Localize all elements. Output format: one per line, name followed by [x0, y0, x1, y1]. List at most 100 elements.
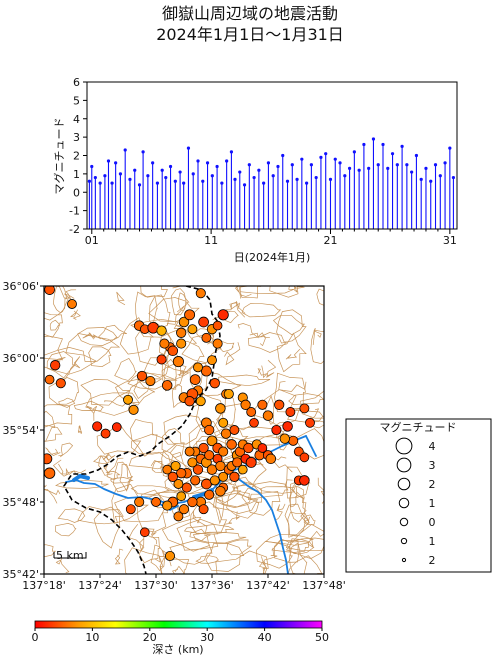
magnitude-point: [191, 172, 195, 176]
contour-line: [258, 547, 278, 569]
contour-line: [124, 547, 164, 574]
map-x-tick-label: 137°24': [78, 579, 122, 592]
epicenter: [217, 309, 229, 321]
magnitude-y-axis: -2 -1 0 1 2 3 4 5 6: [69, 76, 87, 236]
x-tick-label: 01: [85, 234, 99, 247]
epicenter: [226, 439, 237, 450]
contour-line: [197, 370, 242, 396]
magnitude-point: [186, 146, 191, 150]
magnitude-point: [338, 161, 342, 165]
contour-line: [64, 356, 81, 380]
contour-line: [176, 519, 219, 551]
magnitude-point: [205, 161, 210, 165]
magnitude-point: [328, 177, 333, 181]
magnitude-point: [242, 183, 247, 187]
river-branch-east: [305, 435, 317, 457]
magnitude-point: [141, 150, 145, 154]
magnitude-point: [90, 164, 94, 169]
epicenter: [176, 491, 187, 502]
river-south: [231, 471, 289, 574]
epicenter: [170, 460, 181, 472]
colorbar-tick-label: 30: [200, 631, 214, 644]
epicenter: [187, 496, 198, 508]
magnitude-point: [414, 153, 419, 158]
epicenter: [249, 417, 259, 428]
contour-line: [310, 329, 324, 364]
magnitude-point: [137, 183, 142, 187]
magnitude-point: [347, 166, 352, 170]
legend-marker: [397, 477, 411, 491]
epicenter: [190, 475, 201, 486]
legend-entries: 4 3 2 1 0 1 2: [395, 437, 436, 567]
magnitude-point: [173, 179, 177, 183]
contour-line: [163, 358, 177, 392]
magnitude-legend: マグニチュード 4 3 2 1 0 1 2: [345, 418, 492, 573]
contour-line: [192, 531, 247, 544]
contour-line: [52, 459, 70, 477]
contour-line: [93, 506, 121, 549]
magnitude-point: [155, 181, 160, 185]
epicenter: [159, 338, 170, 349]
contour-line: [237, 323, 259, 339]
y-tick-label: 6: [73, 76, 80, 89]
magnitude-point: [151, 161, 155, 165]
legend-entry-label: 3: [429, 459, 436, 472]
map-x-tick-label: 137°30': [134, 579, 178, 592]
contour-line: [272, 314, 305, 336]
map-area: [44, 286, 324, 574]
epicenter: [92, 421, 103, 432]
contour-line: [307, 530, 324, 548]
map-y-tick-label: 35°48': [2, 496, 39, 509]
contour-line: [247, 332, 288, 353]
y-tick-label: 4: [73, 113, 80, 126]
colorbar-ticks: 0 10 20 30 40 50: [32, 628, 329, 644]
contour-line: [88, 346, 112, 367]
magnitude-point: [160, 168, 164, 172]
contour-line: [266, 359, 276, 379]
contour-line: [65, 467, 86, 479]
contour-line: [171, 288, 187, 316]
contour-line: [77, 506, 124, 525]
epicenter: [156, 325, 167, 336]
epicenter: [195, 288, 206, 299]
magnitude-plot-frame: [86, 81, 458, 230]
contour-line: [177, 365, 194, 377]
epicenter: [184, 446, 195, 457]
contour-line: [85, 392, 140, 416]
epicenter: [173, 479, 184, 489]
epicenter: [44, 453, 53, 465]
magnitude-point: [357, 168, 361, 172]
magnitude-point: [443, 161, 447, 165]
epicenter: [193, 362, 203, 373]
magnitude-point: [419, 177, 423, 181]
epicenter: [218, 417, 229, 428]
y-tick-label: 2: [73, 150, 80, 163]
magnitude-point: [386, 166, 390, 170]
epicenter: [189, 374, 201, 385]
epicenter: [245, 456, 257, 468]
map-x-tick-label: 137°36': [190, 579, 234, 592]
contour-line: [300, 496, 310, 525]
y-tick-label: -1: [69, 205, 80, 218]
contour-line: [64, 289, 77, 300]
contour-line: [166, 305, 185, 326]
contour-line: [241, 303, 282, 318]
contour-line: [44, 404, 73, 428]
x-tick-label: 21: [323, 234, 337, 247]
contour-line: [48, 377, 79, 405]
epicenter: [209, 378, 220, 389]
colorbar-tick-label: 20: [143, 631, 157, 644]
epicenter: [111, 422, 122, 432]
scale-bar-label: 5 km: [56, 549, 84, 562]
y-tick-label: -2: [69, 223, 80, 236]
contour-line: [44, 424, 63, 442]
epicenter: [220, 428, 232, 439]
colorbar-tick-label: 0: [32, 631, 39, 644]
contour-line: [138, 532, 160, 564]
magnitude-point: [252, 175, 256, 180]
contour-line: [102, 453, 116, 461]
contour-line: [316, 288, 324, 306]
contour-line: [224, 342, 241, 366]
contour-line: [44, 410, 56, 442]
legend-marker: [396, 457, 412, 473]
